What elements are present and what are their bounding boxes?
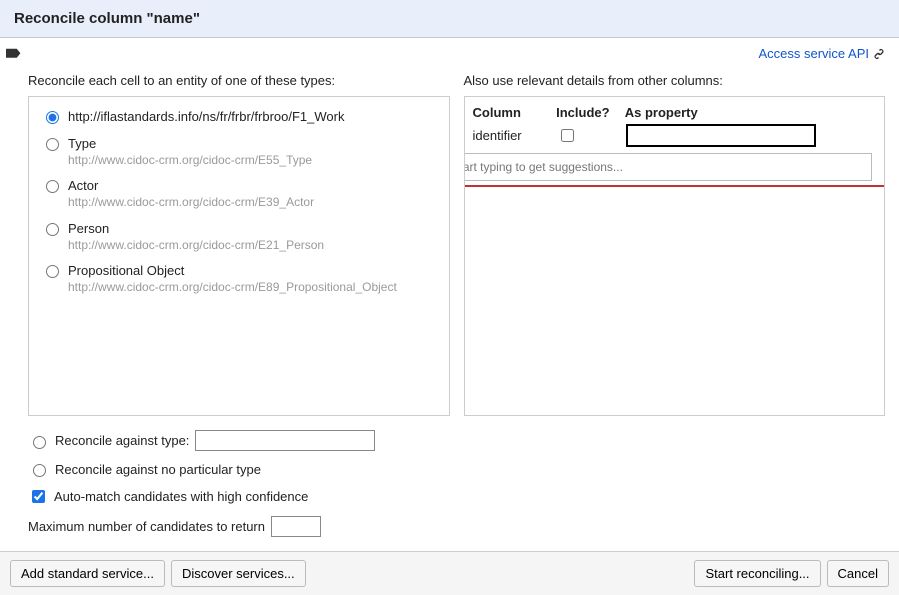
max-candidates-label: Maximum number of candidates to return: [28, 519, 265, 534]
details-panel: Column Include? As property identifier S…: [464, 96, 886, 416]
reconcile-against-type-input[interactable]: [195, 430, 375, 451]
tab-icon: [6, 47, 24, 61]
type-option[interactable]: http://iflastandards.info/ns/fr/frbr/frb…: [41, 109, 437, 126]
type-radio-person[interactable]: [46, 223, 59, 236]
api-link-text: Access service API: [758, 46, 869, 61]
type-option[interactable]: Actor http://www.cidoc-crm.org/cidoc-crm…: [41, 178, 437, 210]
detail-column-name: identifier: [473, 128, 553, 143]
detail-row: identifier: [473, 124, 877, 147]
type-url-text: http://www.cidoc-crm.org/cidoc-crm/E55_T…: [68, 153, 312, 169]
type-radio-f1work[interactable]: [46, 111, 59, 124]
reconcile-against-type-label: Reconcile against type:: [55, 433, 189, 448]
discover-services-button[interactable]: Discover services...: [171, 560, 306, 587]
type-option[interactable]: Type http://www.cidoc-crm.org/cidoc-crm/…: [41, 136, 437, 168]
no-particular-type-radio[interactable]: [33, 464, 46, 477]
hdr-include: Include?: [556, 105, 621, 120]
types-panel: http://iflastandards.info/ns/fr/frbr/frb…: [28, 96, 450, 416]
type-url-text: http://www.cidoc-crm.org/cidoc-crm/E89_P…: [68, 280, 397, 296]
no-particular-type-label: Reconcile against no particular type: [55, 462, 261, 477]
type-label-text: Propositional Object: [68, 263, 397, 280]
details-highlight: Column Include? As property identifier S…: [464, 96, 886, 187]
details-header: Column Include? As property: [473, 105, 877, 120]
reconcile-against-type-radio[interactable]: [33, 436, 46, 449]
type-url-text: http://www.cidoc-crm.org/cidoc-crm/E21_P…: [68, 238, 324, 254]
type-label-text: Actor: [68, 178, 314, 195]
hdr-asproperty: As property: [625, 105, 698, 120]
type-label-text: http://iflastandards.info/ns/fr/frbr/frb…: [68, 109, 345, 126]
cancel-button[interactable]: Cancel: [827, 560, 889, 587]
suggestion-box[interactable]: Start typing to get suggestions...: [464, 153, 873, 181]
type-option[interactable]: Person http://www.cidoc-crm.org/cidoc-cr…: [41, 221, 437, 253]
left-instruction: Reconcile each cell to an entity of one …: [28, 73, 450, 88]
type-option[interactable]: Propositional Object http://www.cidoc-cr…: [41, 263, 437, 295]
type-radio-actor[interactable]: [46, 180, 59, 193]
automatch-checkbox[interactable]: [32, 490, 45, 503]
type-radio-propositional[interactable]: [46, 265, 59, 278]
start-reconciling-button[interactable]: Start reconciling...: [694, 560, 820, 587]
detail-property-input[interactable]: [626, 124, 816, 147]
link-icon: [873, 48, 885, 60]
dialog-footer: Add standard service... Discover service…: [0, 551, 899, 595]
dialog-title: Reconcile column "name": [0, 0, 899, 38]
type-label-text: Person: [68, 221, 324, 238]
hdr-column: Column: [473, 105, 553, 120]
add-standard-service-button[interactable]: Add standard service...: [10, 560, 165, 587]
access-service-api-link[interactable]: Access service API: [758, 46, 885, 61]
right-instruction: Also use relevant details from other col…: [464, 73, 886, 88]
type-url-text: http://www.cidoc-crm.org/cidoc-crm/E39_A…: [68, 195, 314, 211]
detail-include-checkbox[interactable]: [561, 129, 574, 142]
max-candidates-input[interactable]: [271, 516, 321, 537]
type-radio-type[interactable]: [46, 138, 59, 151]
automatch-label: Auto-match candidates with high confiden…: [54, 489, 308, 504]
type-label-text: Type: [68, 136, 312, 153]
